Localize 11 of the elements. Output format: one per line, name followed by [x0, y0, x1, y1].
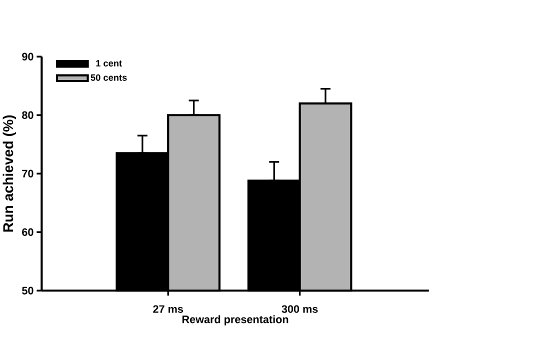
y-tick-label: 70 [22, 170, 34, 178]
x-axis-title: Reward presentation [182, 315, 288, 326]
y-tick-label: 50 [22, 286, 34, 294]
y-tick-label: 80 [22, 111, 34, 119]
x-tick-label: 300 ms [282, 305, 318, 313]
y-axis-title: Run achieved (%) [2, 115, 16, 232]
legend-label: 50 cents [90, 74, 127, 81]
x-tick-label: 27 ms [153, 305, 184, 313]
y-tick-label: 90 [22, 52, 34, 60]
legend-label: 1 cent [96, 60, 122, 66]
y-tick-label: 60 [22, 228, 34, 236]
